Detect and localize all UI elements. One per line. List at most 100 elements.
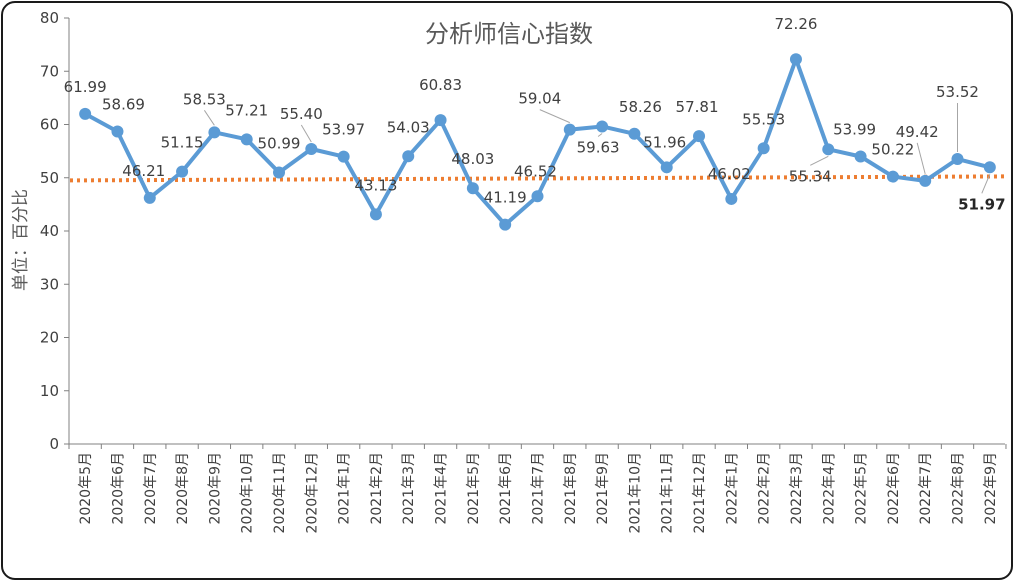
x-tick-label: 2021年10月 xyxy=(627,452,643,533)
x-tick-label: 2021年8月 xyxy=(563,452,579,525)
data-label: 46.52 xyxy=(514,162,557,180)
data-label: 53.97 xyxy=(322,121,365,139)
label-leader-line xyxy=(300,124,312,143)
data-label: 55.40 xyxy=(280,105,323,123)
label-leader-line xyxy=(597,133,603,137)
x-tick-label: 2020年7月 xyxy=(143,452,159,525)
data-point xyxy=(628,127,641,140)
data-label: 49.42 xyxy=(896,123,939,141)
data-point xyxy=(402,150,415,163)
label-leader-line xyxy=(810,155,829,166)
x-tick-label: 2021年1月 xyxy=(337,452,353,525)
data-point xyxy=(854,150,867,163)
y-tick-label: 10 xyxy=(40,382,59,400)
x-tick-label: 2022年4月 xyxy=(821,452,837,525)
x-tick-label: 2021年7月 xyxy=(530,452,546,525)
x-tick-label: 2020年11月 xyxy=(272,452,288,533)
data-point xyxy=(176,165,189,178)
x-tick-label: 2021年9月 xyxy=(595,452,611,525)
y-tick-label: 0 xyxy=(49,435,59,453)
x-tick-label: 2022年6月 xyxy=(886,452,902,525)
data-label: 46.21 xyxy=(122,162,165,180)
y-tick-label: 20 xyxy=(40,329,59,347)
data-label: 57.21 xyxy=(225,101,268,119)
data-point xyxy=(79,107,92,120)
data-point xyxy=(660,161,673,174)
y-tick-label: 50 xyxy=(40,169,59,187)
x-tick-label: 2020年6月 xyxy=(110,452,126,525)
data-point xyxy=(208,126,221,139)
data-point xyxy=(466,182,479,195)
data-label: 51.97 xyxy=(958,195,1005,213)
x-tick-label: 2021年4月 xyxy=(434,452,450,525)
data-point xyxy=(273,166,286,179)
data-label: 58.26 xyxy=(619,98,662,116)
data-point xyxy=(693,130,706,143)
data-label: 58.53 xyxy=(183,90,226,108)
label-leader-line xyxy=(539,109,570,124)
data-label: 48.03 xyxy=(451,150,494,168)
data-label: 50.99 xyxy=(258,134,301,152)
data-point xyxy=(886,170,899,183)
y-tick-label: 40 xyxy=(40,222,59,240)
data-label: 43.13 xyxy=(354,176,397,194)
data-label: 55.34 xyxy=(789,167,832,185)
y-tick-label: 30 xyxy=(40,275,59,293)
data-label: 58.69 xyxy=(102,95,145,113)
data-label: 59.63 xyxy=(577,138,620,156)
data-point xyxy=(305,142,318,155)
x-tick-label: 2020年12月 xyxy=(304,452,320,533)
x-tick-label: 2022年8月 xyxy=(951,452,967,525)
data-point xyxy=(919,174,932,187)
reference-line xyxy=(69,174,1006,183)
data-label: 72.26 xyxy=(774,15,817,33)
data-point xyxy=(531,190,544,203)
data-point xyxy=(822,143,835,156)
data-point xyxy=(369,208,382,221)
x-tick-label: 2022年3月 xyxy=(789,452,805,525)
data-label: 55.53 xyxy=(742,110,785,128)
x-tick-label: 2021年6月 xyxy=(498,452,514,525)
data-point xyxy=(789,53,802,66)
label-leader-line xyxy=(916,142,926,174)
x-tick-label: 2021年12月 xyxy=(692,452,708,533)
y-tick-label: 80 xyxy=(40,9,59,27)
label-leader-line xyxy=(203,110,215,126)
x-tick-label: 2021年5月 xyxy=(466,452,482,525)
data-point xyxy=(111,125,124,138)
data-label: 61.99 xyxy=(64,78,107,96)
x-tick-label: 2021年3月 xyxy=(401,452,417,525)
label-leader-line xyxy=(981,174,991,194)
x-tick-label: 2022年5月 xyxy=(854,452,870,525)
x-tick-label: 2021年2月 xyxy=(369,452,385,525)
data-point xyxy=(951,153,964,166)
data-label: 53.52 xyxy=(936,83,979,101)
x-tick-label: 2020年5月 xyxy=(78,452,94,525)
y-axis-title: 单位：百分比 xyxy=(11,189,31,291)
axes: 0 10 20 30 40 50 60 70 80 2020年5月 2020年6月 2020年7月 20… xyxy=(40,9,1007,533)
data-point xyxy=(143,191,156,204)
x-tick-label: 2021年11月 xyxy=(660,452,676,533)
data-label: 46.02 xyxy=(708,165,751,183)
reference-line-group xyxy=(69,174,1006,183)
data-label: 50.22 xyxy=(871,141,914,159)
data-label: 54.03 xyxy=(387,118,430,136)
y-tick-label: 60 xyxy=(40,116,59,134)
x-tick-label: 2020年9月 xyxy=(207,452,223,525)
data-point xyxy=(434,114,447,127)
x-tick-label: 2022年1月 xyxy=(724,452,740,525)
x-tick-label: 2022年9月 xyxy=(983,452,999,525)
data-label: 59.04 xyxy=(518,90,561,108)
data-point xyxy=(725,192,738,205)
x-tick-label: 2020年8月 xyxy=(175,452,191,525)
data-point xyxy=(499,218,512,231)
data-point xyxy=(240,133,253,146)
x-tick-label: 2022年2月 xyxy=(757,452,773,525)
data-label: 57.81 xyxy=(676,98,719,116)
data-point xyxy=(983,161,996,174)
data-point xyxy=(596,120,609,133)
data-label: 41.19 xyxy=(484,189,527,207)
